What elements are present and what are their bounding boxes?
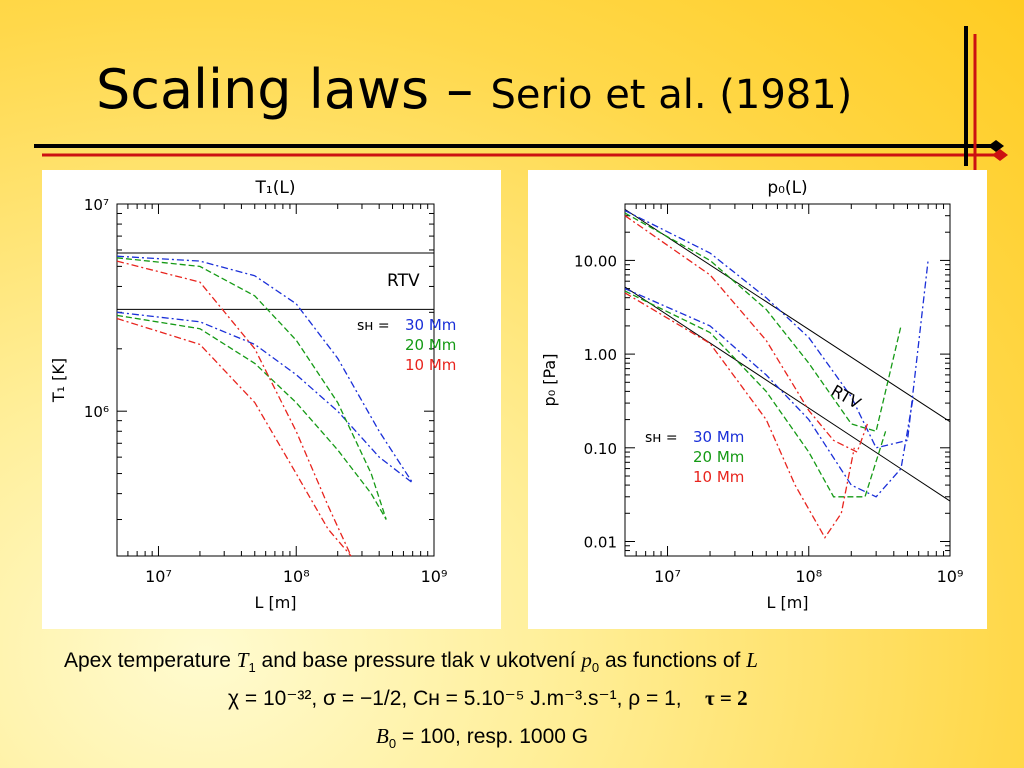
y-tick-label: 10.00	[574, 252, 617, 270]
x-axis-label: L [m]	[766, 593, 808, 612]
legend-entry: 30 Mm	[405, 316, 456, 334]
series-line-20-mm	[624, 290, 887, 498]
caption-symbol-B-sub: 0	[388, 736, 397, 752]
legend-entry: 20 Mm	[405, 336, 456, 354]
plot-frame	[116, 203, 435, 557]
legend-entry: 10 Mm	[405, 356, 456, 374]
annotation-rtv: RTV	[387, 271, 420, 291]
y-tick-label: 0.10	[584, 440, 617, 458]
caption-symbol-T: T	[236, 648, 249, 672]
series-line-30-mm	[624, 210, 929, 449]
caption-symbol-B: B	[376, 724, 389, 748]
slide-title-main: Scaling laws –	[96, 58, 491, 121]
annotation-rtv: RTV	[828, 381, 864, 413]
chart-temperature: T₁(L) 10⁷ 10⁸ 10⁹ L [m] 10⁷ 10⁶ T₁ [K] RTV sʜ = 30…	[49, 178, 456, 612]
x-tick-label: 10⁸	[283, 567, 310, 586]
legend-entry: 20 Mm	[693, 448, 744, 466]
caption-parameters: χ = 10⁻³², σ = −1/2, Cʜ = 5.10⁻⁵ J.m⁻³.s…	[228, 687, 682, 710]
legend-entry: 10 Mm	[693, 468, 744, 486]
x-tick-label: 10⁷	[145, 567, 172, 586]
series-line-30-mm	[116, 311, 414, 484]
series-line-10-mm	[116, 317, 352, 557]
series-line-20-mm	[116, 257, 387, 520]
x-tick-label: 10⁹	[937, 567, 964, 586]
chart-panel-temperature: T₁(L) 10⁷ 10⁸ 10⁹ L [m] 10⁷ 10⁶ T₁ [K] RTV sʜ = 30…	[42, 170, 501, 629]
chart-title: T₁(L)	[255, 178, 296, 198]
x-axis-label: L [m]	[254, 593, 296, 612]
slide-title: Scaling laws – Serio et al. (1981)	[96, 58, 852, 121]
series-line-10-mm	[624, 292, 855, 539]
caption-field-values: = 100, resp. 1000 G	[396, 725, 589, 748]
series-line-rtv	[624, 208, 951, 423]
legend-entry: 30 Mm	[693, 428, 744, 446]
caption-symbol-p: p	[581, 648, 592, 672]
caption-tau: τ = 2	[705, 686, 748, 710]
caption-line-2: χ = 10⁻³², σ = −1/2, Cʜ = 5.10⁻⁵ J.m⁻³.s…	[228, 686, 748, 711]
chart-panel-pressure: p₀(L) 10⁷ 10⁸ 10⁹ L [m] 10.00 1.00 0.10 0.01 p₀ […	[528, 170, 987, 629]
y-tick-label: 10⁷	[84, 196, 109, 214]
legend-prefix: sʜ =	[357, 318, 390, 334]
legend-prefix: sʜ =	[645, 430, 678, 446]
caption-text-a: Apex temperature	[64, 649, 237, 672]
caption-line-1: Apex temperature T1 and base pressure tl…	[64, 648, 758, 675]
caption-text-b: and base pressure tlak v ukotvení	[255, 649, 582, 672]
x-tick-label: 10⁸	[795, 567, 822, 586]
caption-symbol-T-sub: 1	[248, 660, 256, 676]
caption-text-c: as functions of	[599, 649, 747, 672]
caption-symbol-p-sub: 0	[591, 660, 600, 676]
series-line-10-mm	[624, 215, 869, 454]
chart-pressure: p₀(L) 10⁷ 10⁸ 10⁹ L [m] 10.00 1.00 0.10 0.01 p₀ […	[540, 178, 964, 612]
y-tick-label: 1.00	[584, 346, 617, 364]
slide-title-sub: Serio et al. (1981)	[490, 72, 853, 118]
caption-symbol-L: L	[746, 648, 758, 672]
y-axis-label: p₀ [Pa]	[540, 354, 559, 407]
series-line-20-mm	[116, 314, 387, 520]
title-decoration	[34, 26, 1008, 170]
caption-line-3: B0 = 100, resp. 1000 G	[376, 724, 588, 751]
y-tick-label: 10⁶	[84, 403, 109, 421]
series-line-rtv	[624, 286, 951, 502]
chart-title: p₀(L)	[767, 178, 807, 198]
series-line-10-mm	[116, 260, 352, 557]
series-line-30-mm	[624, 288, 914, 498]
x-tick-label: 10⁹	[421, 567, 448, 586]
x-tick-label: 10⁷	[654, 567, 681, 586]
y-axis-label: T₁ [K]	[49, 358, 68, 403]
plot-frame	[624, 203, 951, 557]
y-tick-label: 0.01	[584, 533, 617, 551]
